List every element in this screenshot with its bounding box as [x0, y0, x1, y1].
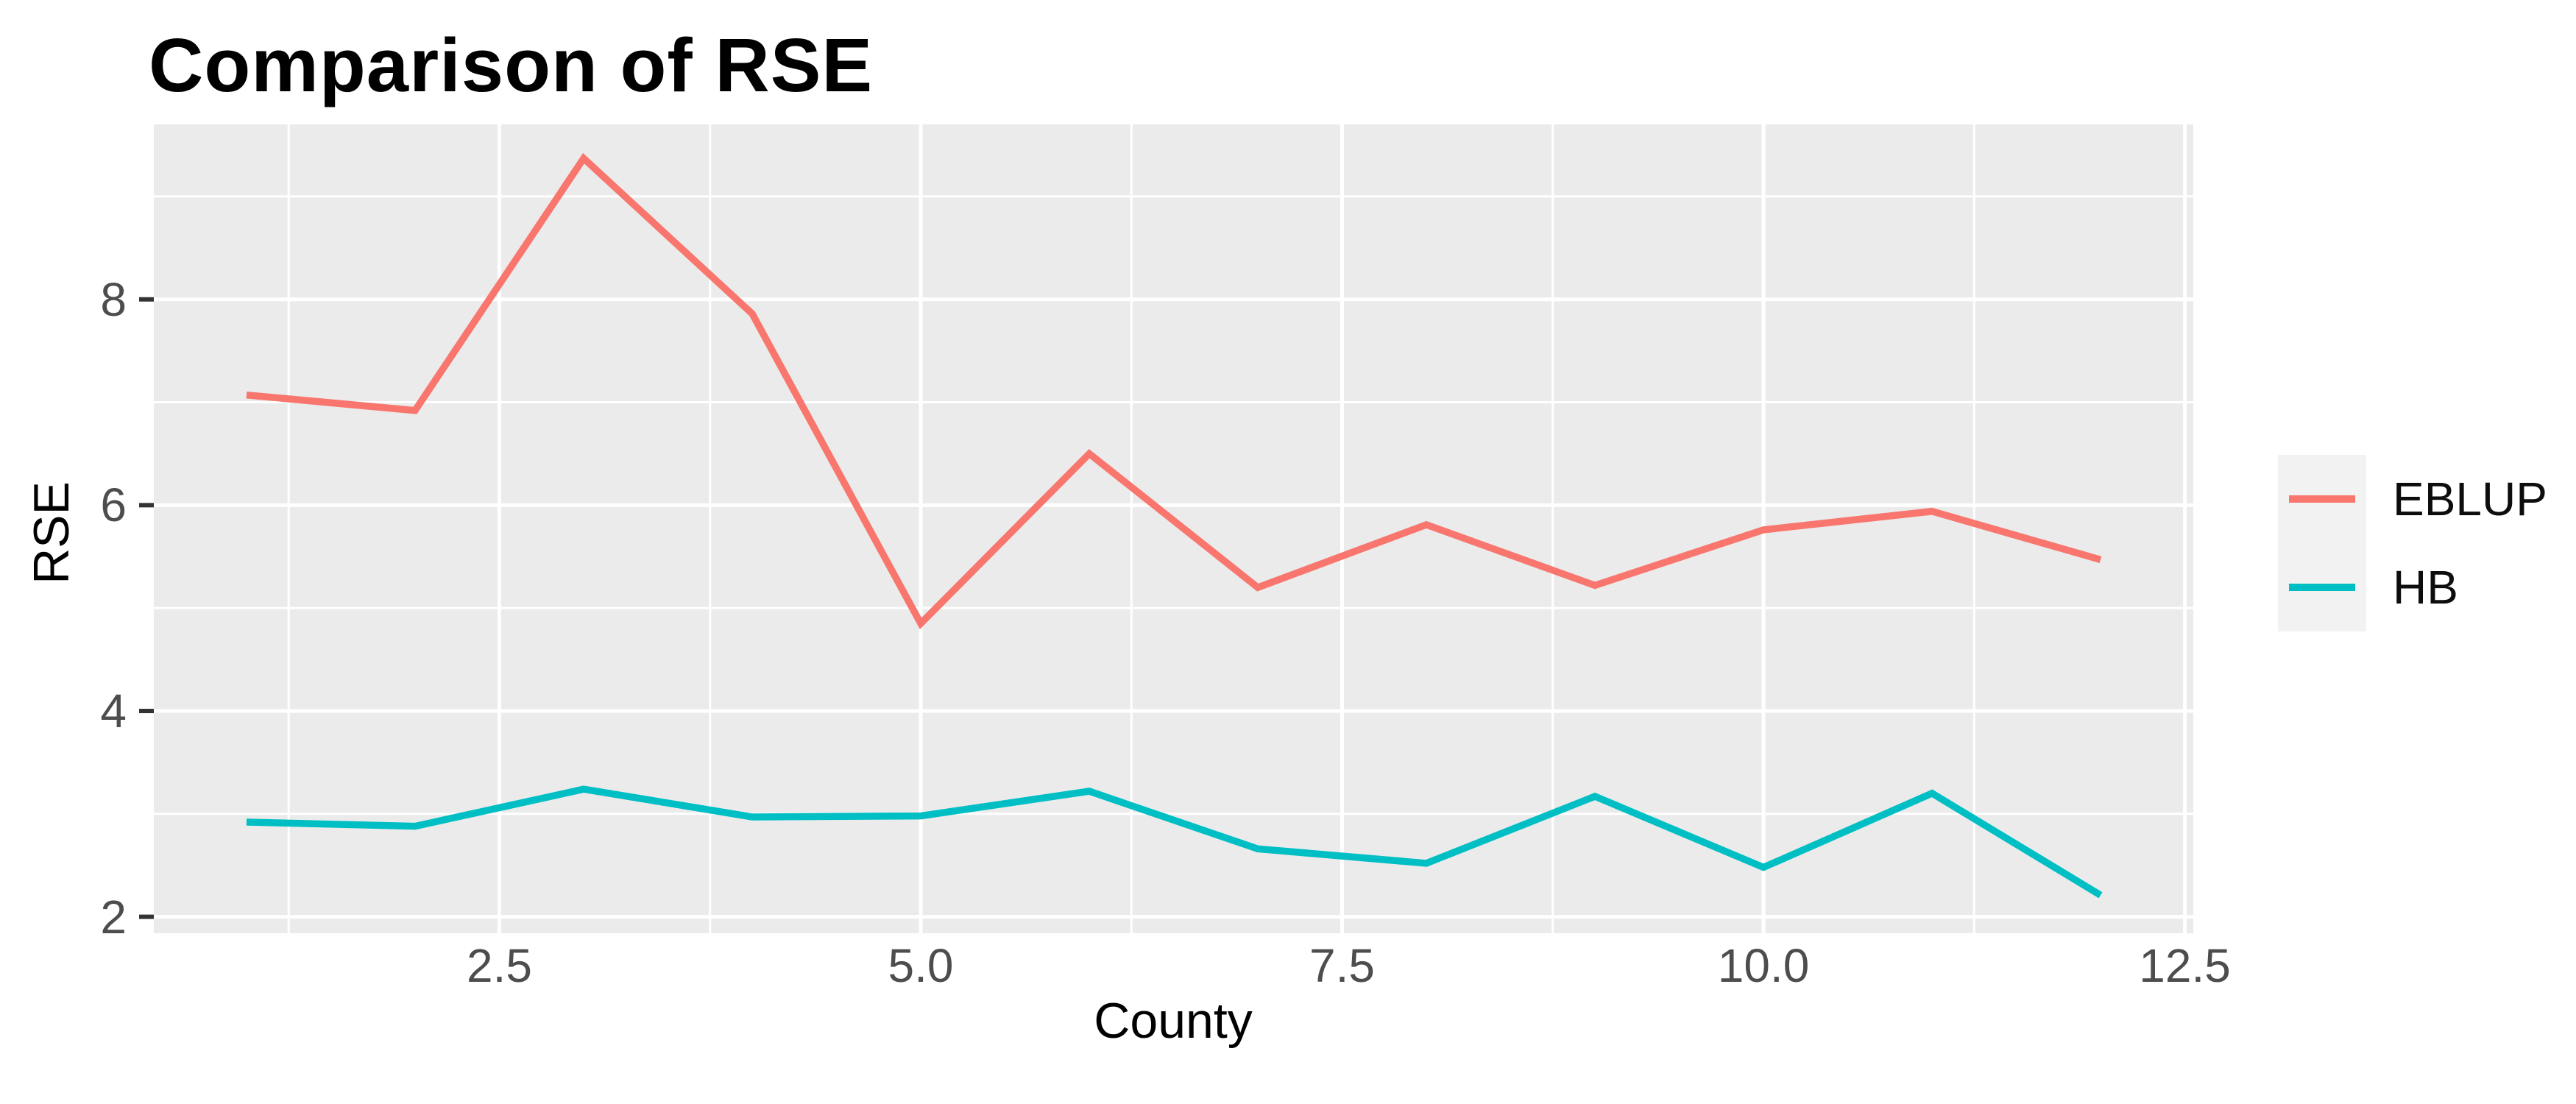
legend-entry-eblup: EBLUP: [2278, 455, 2547, 543]
legend-entry-hb: HB: [2278, 543, 2547, 631]
y-axis-title: RSE: [24, 481, 79, 584]
hb-line: [246, 785, 2103, 899]
x-tick-label: 2.5: [466, 939, 532, 992]
y-tick-label: 4: [100, 684, 127, 737]
x-tick-label: 10.0: [1717, 939, 1810, 992]
legend-label: EBLUP: [2393, 473, 2547, 526]
x-tick-label: 7.5: [1309, 939, 1375, 992]
chart-title: Comparison of RSE: [149, 23, 874, 107]
x-tick-label: 12.5: [2139, 939, 2231, 992]
x-tick-label: 5.0: [888, 939, 954, 992]
panel-background: [154, 124, 2193, 933]
legend-key-icon: [2278, 455, 2366, 543]
y-tick-label: 6: [100, 478, 127, 532]
y-tick-label: 2: [100, 890, 127, 944]
legend-label: HB: [2393, 561, 2458, 614]
hb-line-swatch-icon: [2289, 584, 2355, 591]
eblup-line-swatch-icon: [2289, 495, 2355, 503]
legend-key-icon: [2278, 543, 2366, 631]
x-axis-title: County: [1094, 993, 1253, 1049]
eblup-line: [246, 152, 2102, 630]
legend: EBLUP HB: [2278, 455, 2547, 631]
y-tick-label: 8: [100, 272, 127, 326]
